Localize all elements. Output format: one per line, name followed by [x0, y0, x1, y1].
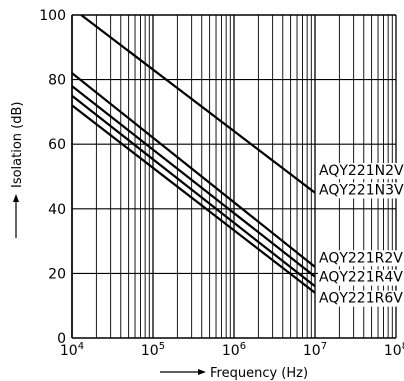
- y-axis-title-group: Isolation (dB): [10, 102, 25, 238]
- x-tick-label: 105: [141, 341, 165, 359]
- x-tick-label: 106: [222, 341, 246, 359]
- y-tick-label: 0: [57, 331, 66, 347]
- series-label-background: [318, 182, 404, 199]
- series-line-aqy221r2v: [71, 85, 316, 278]
- series-label-aqy221r4v: AQY221R4V: [319, 270, 403, 286]
- series-line-aqy221n3v: [71, 72, 316, 268]
- series-line-aqy221n2v: [80, 14, 316, 194]
- y-axis-title: Isolation (dB): [10, 102, 25, 189]
- series-label-aqy221r2v: AQY221R2V: [319, 250, 403, 266]
- x-axis-title: Frequency (Hz): [210, 366, 308, 381]
- x-axis-arrow-head: [198, 369, 206, 375]
- y-tick-label: 80: [48, 73, 66, 89]
- series-line-aqy221r4v: [71, 94, 316, 288]
- x-tick-label: 107: [303, 341, 327, 359]
- series-line-aqy221r6v: [71, 104, 316, 294]
- y-tick-labels: 0 20 40 60 80 100: [39, 8, 66, 347]
- series-label-aqy221n2v: AQY221N2V: [319, 163, 404, 179]
- series-lines: [71, 14, 316, 294]
- series-label-background: [318, 163, 404, 180]
- series-label-aqy221r6v: AQY221R6V: [319, 291, 403, 307]
- x-tick-label: 108: [384, 341, 404, 359]
- series-label-background: [318, 269, 404, 286]
- y-tick-label: 100: [39, 8, 66, 24]
- y-axis-arrow-head: [13, 194, 19, 202]
- series-label-background: [318, 290, 404, 307]
- series-label-background: [318, 250, 404, 267]
- y-tick-label: 20: [48, 266, 66, 282]
- series-labels: AQY221N2V AQY221N3V AQY221R2V AQY221R4V AQY2…: [318, 163, 404, 307]
- y-tick-label: 60: [48, 137, 66, 153]
- x-axis-title-group: Frequency (Hz): [160, 366, 308, 381]
- x-tick-label: 104: [60, 341, 84, 359]
- series-label-aqy221n3v: AQY221N3V: [319, 182, 404, 198]
- y-tick-label: 40: [48, 202, 66, 218]
- x-tick-labels: 104 105 106 107 108: [60, 341, 404, 359]
